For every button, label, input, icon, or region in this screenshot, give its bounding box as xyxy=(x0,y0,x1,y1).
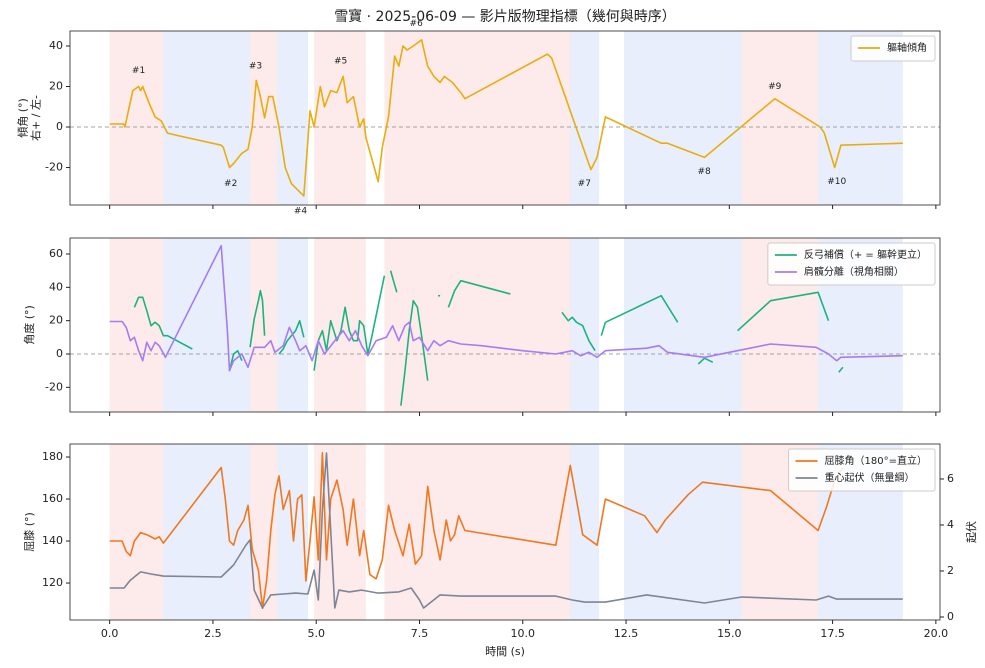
phase-band xyxy=(163,31,251,205)
phase-band xyxy=(163,444,251,620)
phase-band xyxy=(384,238,571,412)
y-tick-label: 120 xyxy=(42,576,63,589)
phase-band xyxy=(163,238,251,412)
y2-tick-label: 4 xyxy=(947,518,954,531)
phase-band xyxy=(314,238,366,412)
y-tick-label: 20 xyxy=(49,80,63,93)
phase-band xyxy=(276,238,308,412)
phase-band xyxy=(109,238,164,412)
figure-title: 雪寶 · 2025-06-09 — 影片版物理指標（幾何與時序） xyxy=(334,9,676,25)
y2-tick-label: 0 xyxy=(947,610,954,623)
legend-box xyxy=(767,242,936,286)
y-tick-label: -20 xyxy=(45,161,63,174)
y-tick-label: 40 xyxy=(49,280,63,293)
y2-axis-label: 起伏 xyxy=(964,521,978,543)
y-tick-label: 0 xyxy=(56,347,63,360)
series-line xyxy=(109,452,844,609)
phase-band xyxy=(109,31,164,205)
x-tick-label: 12.5 xyxy=(614,627,639,640)
phase-band xyxy=(570,238,600,412)
x-tick-label: 17.5 xyxy=(820,627,845,640)
plot-frame xyxy=(69,30,941,206)
y-tick-label: 60 xyxy=(49,247,63,260)
x-tick-label: 0.0 xyxy=(101,627,119,640)
annotation: #3 xyxy=(249,62,262,72)
x-tick-label: 7.5 xyxy=(411,627,429,640)
x-tick-label: 20.0 xyxy=(924,627,949,640)
y-axis-label: 角度 (°) xyxy=(22,305,36,345)
legend: 屈膝角（180°=直立） 重心起伏（無量綱） xyxy=(788,448,936,492)
phase-band xyxy=(250,444,277,620)
phase-band xyxy=(250,31,277,205)
phase-band xyxy=(623,31,742,205)
legend: 反弓補償（+ = 軀幹更立） 肩髖分離（視角相關） xyxy=(767,242,936,286)
annotation: #2 xyxy=(224,179,237,189)
phase-band xyxy=(623,238,742,412)
plot-frame xyxy=(69,443,941,621)
series-line xyxy=(109,244,903,372)
y-tick-label: -20 xyxy=(45,380,63,393)
y2-tick-label: 2 xyxy=(947,564,954,577)
legend: 軀軸傾角 xyxy=(850,35,936,62)
annotation: #10 xyxy=(827,177,846,187)
y2-tick-label: 6 xyxy=(947,472,954,485)
legend-label: 軀軸傾角 xyxy=(887,41,927,54)
phase-band xyxy=(570,444,600,620)
x-tick-label: 10.0 xyxy=(511,627,536,640)
phase-band xyxy=(384,31,571,205)
y-axis-label: 屈膝 (°) xyxy=(23,512,36,552)
y-tick-label: 140 xyxy=(42,534,63,547)
x-tick-label: 15.0 xyxy=(717,627,742,640)
annotation: #8 xyxy=(697,167,711,177)
annotation: #1 xyxy=(132,66,145,76)
x-tick-label: 5.0 xyxy=(307,627,325,640)
phase-band xyxy=(570,31,600,205)
x-tick-label: 2.5 xyxy=(204,627,222,640)
y-axis-label: 右+ / 左- xyxy=(29,95,43,141)
y-tick-label: 0 xyxy=(56,120,63,133)
legend-box xyxy=(850,35,936,62)
y-tick-label: 20 xyxy=(49,314,63,327)
legend-label: 屈膝角（180°=直立） xyxy=(825,454,927,467)
legend-label: 重心起伏（無量綱） xyxy=(825,471,915,484)
y-tick-label: 180 xyxy=(42,450,63,463)
legend-label: 肩髖分離（視角相關） xyxy=(804,265,904,278)
annotation: #9 xyxy=(768,82,782,92)
phase-band xyxy=(623,444,742,620)
series-line xyxy=(133,270,844,406)
annotation: #4 xyxy=(294,207,308,217)
legend-label: 反弓補償（+ = 軀幹更立） xyxy=(804,248,927,261)
y-tick-label: 40 xyxy=(49,39,63,52)
y-axis-label: 傾角 (°) xyxy=(16,98,30,138)
plot-frame xyxy=(69,237,941,413)
series-line xyxy=(109,39,903,197)
legend-box xyxy=(788,448,936,492)
annotation: #5 xyxy=(334,56,347,66)
phase-band xyxy=(276,31,308,205)
annotation: #7 xyxy=(578,179,591,189)
series-line xyxy=(109,452,903,609)
y-tick-label: 160 xyxy=(42,492,63,505)
phase-band xyxy=(109,444,164,620)
annotation: #6 xyxy=(410,19,424,29)
x-axis-label: 時間 (s) xyxy=(485,645,525,658)
